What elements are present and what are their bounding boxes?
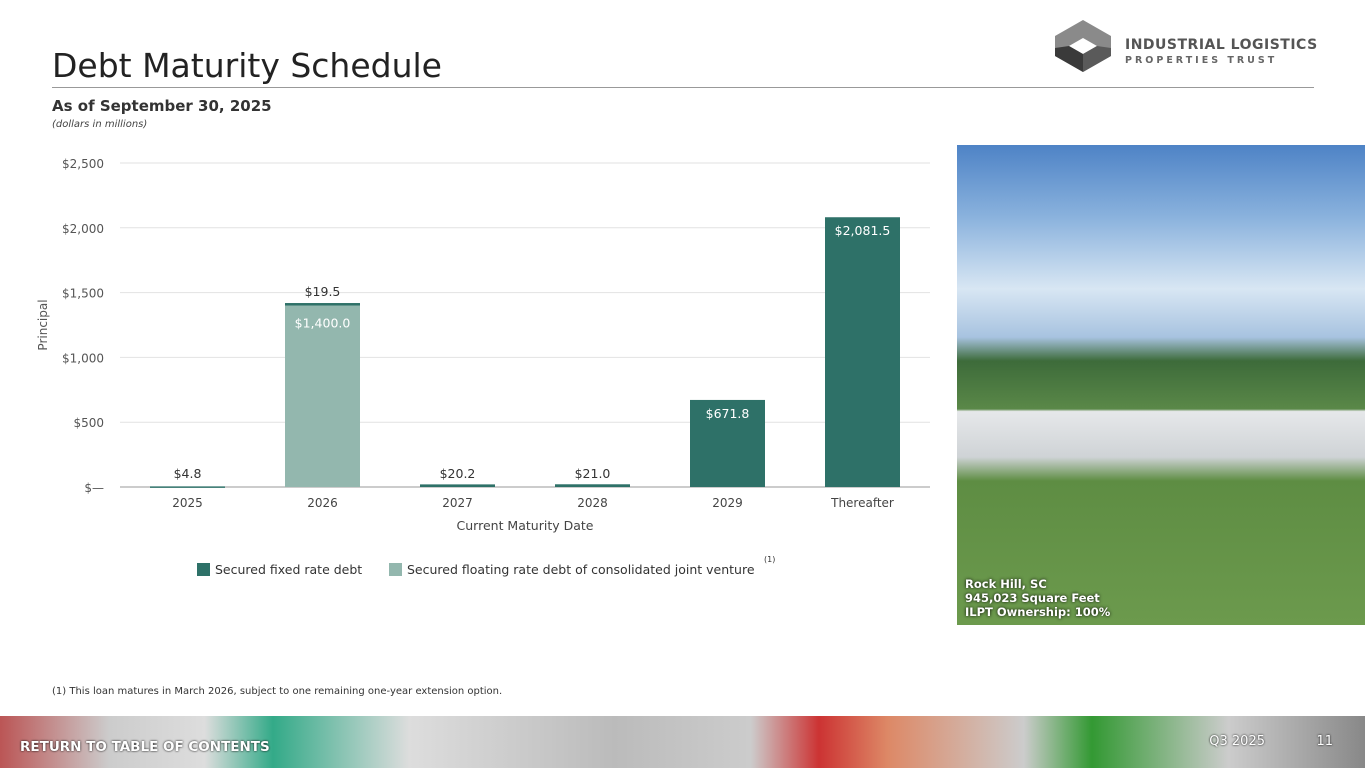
legend-footnote-marker: (1) xyxy=(764,555,775,564)
data-label: $21.0 xyxy=(575,466,611,481)
subtitle: As of September 30, 2025 xyxy=(52,97,272,115)
caption-size: 945,023 Square Feet xyxy=(965,591,1100,605)
footnote: (1) This loan matures in March 2026, sub… xyxy=(52,686,503,697)
logo-text-line2: PROPERTIES TRUST xyxy=(1125,55,1278,66)
bar-fixed xyxy=(555,484,630,487)
quarter-label: Q3 2025 xyxy=(1209,734,1265,749)
units-note: (dollars in millions) xyxy=(52,119,148,130)
title-divider xyxy=(52,87,1314,88)
bar-floating xyxy=(285,305,360,487)
legend-label-fixed: Secured fixed rate debt xyxy=(215,562,362,577)
caption-ownership: ILPT Ownership: 100% xyxy=(965,605,1111,619)
data-label: $20.2 xyxy=(440,466,476,481)
company-logo: INDUSTRIAL LOGISTICS PROPERTIES TRUST xyxy=(1053,20,1323,74)
y-tick-label: $1,500 xyxy=(62,287,104,301)
y-tick-label: $1,000 xyxy=(62,351,104,365)
logo-text-line1: INDUSTRIAL LOGISTICS xyxy=(1125,37,1318,53)
x-tick-label: 2025 xyxy=(172,496,203,510)
legend-swatch-floating xyxy=(389,563,402,576)
logo-cube-icon xyxy=(1055,20,1111,72)
bar-fixed xyxy=(690,399,765,487)
y-tick-label: $— xyxy=(84,481,104,495)
data-label: $671.8 xyxy=(706,406,750,421)
x-axis-label: Current Maturity Date xyxy=(457,518,594,533)
data-label: $2,081.5 xyxy=(835,223,891,238)
x-tick-label: 2028 xyxy=(577,496,608,510)
bar-fixed xyxy=(825,217,900,487)
data-label: $19.5 xyxy=(305,284,341,299)
page-number: 11 xyxy=(1316,734,1333,749)
bar-fixed xyxy=(420,484,495,487)
legend-label-floating: Secured floating rate debt of consolidat… xyxy=(407,562,755,577)
bar-fixed xyxy=(285,303,360,306)
legend-swatch-fixed xyxy=(197,563,210,576)
bar-fixed xyxy=(150,486,225,488)
y-axis-label: Principal xyxy=(36,299,50,350)
page-title: Debt Maturity Schedule xyxy=(52,46,442,85)
debt-maturity-chart: $— $500 $1,000 $1,500 $2,000 $2,500 Principal 2… xyxy=(36,157,930,577)
y-tick-label: $2,000 xyxy=(62,222,104,236)
data-label: $1,400.0 xyxy=(295,316,351,331)
photo-caption: Rock Hill, SC 945,023 Square Feet ILPT O… xyxy=(965,577,1110,619)
y-tick-label: $500 xyxy=(73,416,104,430)
return-to-toc-link[interactable]: RETURN TO TABLE OF CONTENTS xyxy=(20,739,270,755)
x-tick-label: 2027 xyxy=(442,496,473,510)
x-tick-label: 2026 xyxy=(307,496,338,510)
data-label: $4.8 xyxy=(174,466,202,481)
footer-banner: RETURN TO TABLE OF CONTENTS Q3 2025 11 xyxy=(0,716,1365,768)
y-tick-label: $2,500 xyxy=(62,157,104,171)
property-photo: Rock Hill, SC 945,023 Square Feet ILPT O… xyxy=(957,145,1365,625)
x-tick-label: 2029 xyxy=(712,496,743,510)
caption-location: Rock Hill, SC xyxy=(965,577,1047,591)
x-tick-label: Thereafter xyxy=(830,496,894,510)
